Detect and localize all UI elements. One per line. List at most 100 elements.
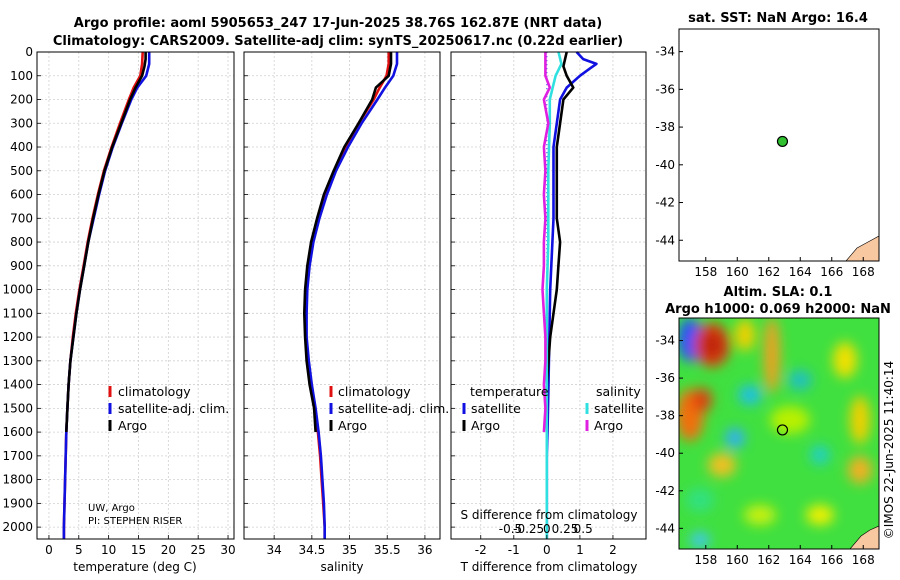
temperature-panel: 0100200300400500600700800900100011001200… [2,45,235,574]
y-tick-label: 1000 [2,283,33,297]
map-y-tick-label: -34 [655,334,675,348]
x-tick-label: 36 [417,543,432,557]
legend-label-climatology: climatology [118,384,191,399]
sla-map: Altim. SLA: 0.1 Argo h1000: 0.069 h2000:… [655,285,890,567]
series-line-salinity-argo [541,52,552,433]
legend-label-satellite: satellite-adj. clim. [338,401,449,416]
map-x-tick-label: 168 [852,265,875,279]
temperature-legend: climatology satellite-adj. clim. Argo [108,384,229,433]
x-tick-label: 35 [342,543,357,557]
x-tick-label: 15 [131,543,146,557]
x-tick-label: -2 [475,543,487,557]
y-tick-label: 1800 [2,473,33,487]
s-diff-tick-label: -0.5 [499,522,522,536]
sla-heatmap [679,318,879,549]
legend-title-temperature: temperature [470,384,549,399]
y-tick-label: 1500 [2,401,33,415]
map-x-tick-label: 162 [757,265,780,279]
legend-label-t-satellite: satellite [471,401,521,416]
legend-label-climatology: climatology [338,384,411,399]
imos-stamp: ©IMOS 22-Jun-2025 11:40:14 [882,361,896,539]
x-tick-label: -1 [508,543,520,557]
sst-map: sat. SST: NaN Argo: 16.4 158 160 162 164 166… [655,11,880,279]
s-diff-tick-label: 0 [543,522,551,536]
x-tick-label: 34.5 [298,543,325,557]
y-tick-label: 200 [10,93,33,107]
x-tick-label: 2 [609,543,617,557]
chart-title-line2: Climatology: CARS2009. Satellite-adj cli… [53,34,623,49]
y-tick-label: 800 [10,235,33,249]
y-tick-label: 1900 [2,496,33,510]
map-x-tick-label: 166 [820,265,843,279]
x-tick-label: 10 [101,543,116,557]
y-tick-label: 500 [10,164,33,178]
s-diff-x-label: S difference from climatology [461,508,638,522]
x-tick-label: 30 [220,543,235,557]
map-x-tick-label: 162 [757,553,780,567]
difference-panel: -2 -1 0 1 2-0.5-0.250 0.250.5 T difference fr… [450,51,647,574]
legend-label-t-argo: Argo [471,418,500,433]
map-y-tick-label: -40 [655,158,675,172]
map-x-tick-label: 164 [789,553,812,567]
map-y-tick-label: -36 [655,371,675,385]
y-tick-label: 1600 [2,425,33,439]
s-diff-tick-label: 0.5 [574,522,593,536]
pi-note: PI: STEPHEN RISER [88,516,182,527]
y-tick-label: 300 [10,116,33,130]
map-x-tick-label: 160 [726,265,749,279]
sst-map-title: sat. SST: NaN Argo: 16.4 [688,11,868,26]
y-tick-label: 900 [10,259,33,273]
y-tick-label: 1100 [2,306,33,320]
land-nz [845,235,879,261]
x-tick-label: 1 [576,543,584,557]
temperature-x-label: temperature (deg C) [73,560,196,574]
legend-label-argo: Argo [338,418,367,433]
map-y-tick-label: -44 [655,233,675,247]
argo-location-marker [776,135,789,148]
x-tick-label: 0 [543,543,551,557]
difference-legend: temperature salinity satellite Argo sate… [462,384,644,433]
t-diff-x-label: T difference from climatology [460,560,638,574]
s-diff-tick-label: 0.25 [552,522,579,536]
y-tick-label: 100 [10,69,33,83]
series-line-argo [302,52,393,433]
map-y-tick-label: -38 [655,409,675,423]
y-tick-label: 1200 [2,330,33,344]
y-tick-label: 1700 [2,449,33,463]
x-tick-label: 34 [267,543,282,557]
salinity-panel: 34 34.5 35 35.5 36 salinity climatology sate… [243,51,449,574]
map-x-tick-label: 160 [726,553,749,567]
x-tick-label: 0 [45,543,53,557]
x-tick-label: 20 [161,543,176,557]
legend-label-s-satellite: satellite [594,401,644,416]
y-tick-label: 1400 [2,378,33,392]
legend-title-salinity: salinity [596,384,641,399]
y-tick-label: 0 [25,45,33,59]
y-tick-label: 2000 [2,520,33,534]
series-line-salinity-satellite [545,51,563,539]
salinity-legend: climatology satellite-adj. clim. Argo [329,384,449,433]
y-tick-label: 700 [10,211,33,225]
legend-label-argo: Argo [118,418,147,433]
map-x-tick-label: 166 [820,553,843,567]
map-y-tick-label: -36 [655,82,675,96]
legend-label-s-argo: Argo [594,418,623,433]
map-y-tick-label: -34 [655,45,675,59]
x-tick-label: 5 [75,543,83,557]
map-x-tick-label: 164 [789,265,812,279]
salinity-x-label: salinity [320,560,363,574]
x-tick-label: 35.5 [374,543,401,557]
series-line-temperature-argo [545,51,575,433]
s-diff-tick-label: -0.25 [513,522,544,536]
map-y-tick-label: -42 [655,196,675,210]
sla-map-title-line2: Argo h1000: 0.069 h2000: NaN [665,302,891,317]
series-line-satellite-adj-clim- [305,52,399,539]
sla-map-title-line1: Altim. SLA: 0.1 [724,285,833,300]
map-y-tick-label: -44 [655,521,675,535]
argo-location-marker [776,424,789,436]
map-x-tick-label: 168 [852,553,875,567]
operator-note: UW, Argo [88,503,135,514]
series-line-argo [65,52,147,433]
y-tick-label: 1300 [2,354,33,368]
y-tick-label: 600 [10,188,33,202]
